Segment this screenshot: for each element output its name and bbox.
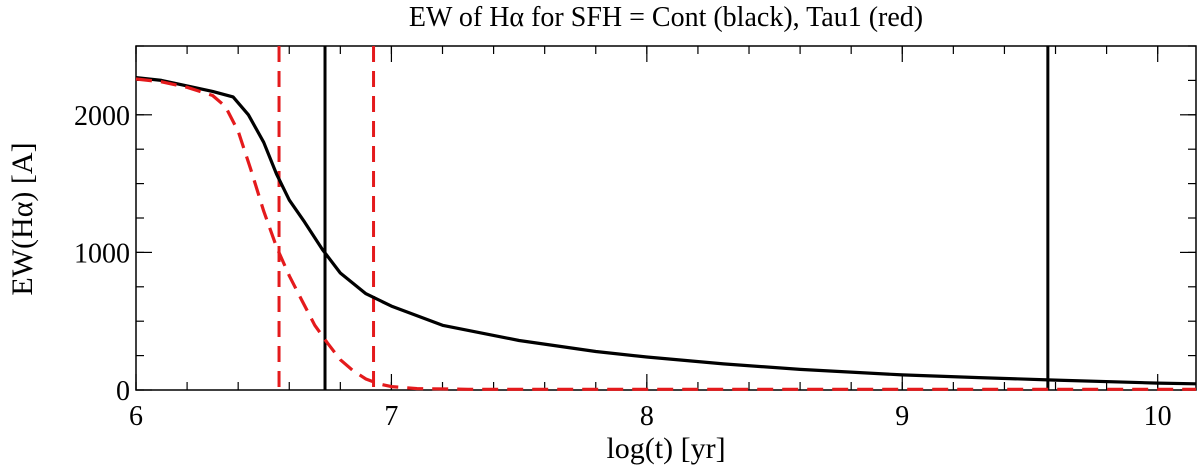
vertical-markers (277, 46, 1050, 390)
y-tick-label: 1000 (74, 238, 130, 269)
chart-title: EW of Hα for SFH = Cont (black), Tau1 (r… (409, 2, 923, 33)
tick-labels: 6 7 8 9 10 0 1000 2000 (74, 101, 1172, 432)
y-tick-label: 0 (116, 376, 130, 407)
x-tick-label: 8 (640, 401, 654, 432)
x-tick-label: 7 (384, 401, 398, 432)
data-series (135, 76, 1197, 391)
series-line-2 (135, 77, 1196, 391)
x-tick-label: 9 (895, 401, 909, 432)
axis-ticks (135, 45, 1196, 391)
y-axis-label: EW(Hα) [A] (6, 142, 39, 295)
x-tick-label: 6 (129, 401, 143, 432)
x-axis-label: log(t) [yr] (606, 432, 725, 465)
series-line-1 (135, 76, 1197, 386)
x-tick-label: 10 (1144, 401, 1172, 432)
plot-frame (135, 45, 1197, 391)
y-tick-label: 2000 (74, 101, 130, 132)
